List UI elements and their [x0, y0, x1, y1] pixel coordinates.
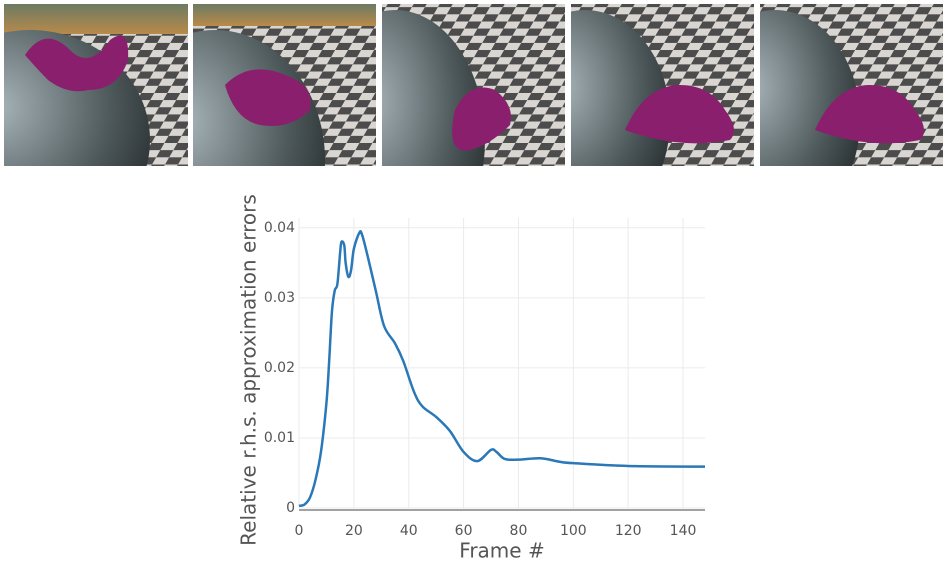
x-tick-label: 20 — [345, 523, 363, 539]
frame-image — [571, 4, 754, 166]
y-tick-label: 0.01 — [264, 430, 295, 446]
y-tick-label: 0.02 — [264, 360, 295, 376]
x-tick-label: 0 — [295, 523, 304, 539]
frame-image — [760, 4, 943, 166]
frame-image — [4, 4, 188, 166]
x-tick-label: 40 — [400, 523, 418, 539]
x-tick-label: 60 — [455, 523, 473, 539]
frame-image — [382, 4, 565, 166]
y-axis-label: Relative r.h.s. approximation errors — [237, 194, 261, 546]
x-tick-label: 140 — [670, 523, 697, 539]
y-tick-label: 0 — [286, 500, 295, 516]
data-line — [298, 230, 706, 508]
x-tick-label: 120 — [615, 523, 642, 539]
x-axis-label: Frame # — [459, 539, 544, 563]
x-tick-label: 100 — [560, 523, 587, 539]
chart: Frame # Relative r.h.s. approximation er… — [237, 194, 706, 563]
render-frames — [4, 4, 943, 166]
y-tick-label: 0.04 — [264, 220, 295, 236]
x-tick-label: 80 — [510, 523, 528, 539]
y-tick-label: 0.03 — [264, 290, 295, 306]
frame-image — [193, 4, 376, 166]
